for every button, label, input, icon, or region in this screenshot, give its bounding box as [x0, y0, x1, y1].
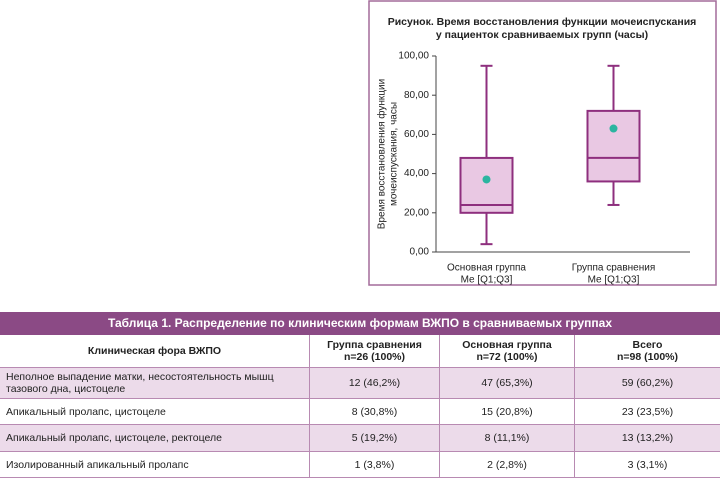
y-tick-label: 40,00 [404, 168, 429, 179]
header-text: Клиническая фора ВЖПО [87, 345, 222, 357]
cell-text: 8 (11,1%) [484, 432, 530, 444]
table-cell: 12 (46,2%) [310, 368, 440, 398]
table-row: Изолированный апикальный пролапс 1 (3,8%)… [0, 452, 720, 478]
table: Таблица 1. Распределение по клиническим … [0, 312, 720, 478]
y-axis-label: Время восстановления функции [376, 79, 388, 229]
table-cell: 13 (13,2%) [575, 425, 720, 451]
figure-frame [368, 0, 717, 286]
table-cell: 59 (60,2%) [575, 368, 720, 398]
table-cell: 1 (3,8%) [310, 452, 440, 477]
mean-dot [482, 175, 491, 184]
header-text: Основная группа [462, 339, 552, 351]
table-cell: Апикальный пролапс, цистоцеле [0, 399, 310, 424]
cell-text: 13 (13,2%) [621, 432, 674, 444]
header-text: n=72 (100%) [476, 351, 538, 363]
header-cell: Основная группа n=72 (100%) [440, 335, 575, 367]
table-cell: 47 (65,3%) [440, 368, 575, 398]
header-row: Клиническая фора ВЖПО Группа сравнения n=2… [0, 335, 720, 368]
cell-text: 23 (23,5%) [621, 405, 674, 418]
chart-title: Рисунок. Время восстановления функции мо… [388, 16, 697, 28]
mean-dot [609, 124, 618, 133]
x-tick-note: Me [Q1;Q3] [588, 275, 640, 286]
x-tick-note: Me [Q1;Q3] [461, 275, 513, 286]
table-cell: Апикальный пролапс, цистоцеле, ректоцеле [0, 425, 310, 451]
cell-text: 12 (46,2%) [348, 377, 401, 389]
chart-title: у пациенток сравниваемых групп (часы) [436, 29, 648, 41]
table-cell: Неполное выпадение матки, несостоятельно… [0, 368, 310, 398]
y-tick-label: 60,00 [404, 129, 429, 140]
cell-text: Апикальный пролапс, цистоцеле, ректоцеле [6, 432, 222, 444]
cell-text: 47 (65,3%) [481, 377, 533, 389]
y-tick-label: 100,00 [398, 51, 429, 62]
header-text: n=26 (100%) [344, 351, 405, 363]
header-text: Группа сравнения [327, 339, 422, 351]
header-text: Всего [632, 339, 663, 351]
cell-text: 1 (3,8%) [354, 458, 395, 471]
table-cell: Изолированный апикальный пролапс [0, 452, 310, 477]
cell-text: 5 (19,2%) [351, 432, 398, 444]
header-text: n=98 (100%) [617, 351, 678, 363]
table-cell: 8 (11,1%) [440, 425, 575, 451]
cell-text: 3 (3,1%) [627, 458, 668, 471]
table-cell: 8 (30,8%) [310, 399, 440, 424]
x-tick-label: Группа сравнения [572, 263, 656, 274]
y-tick-label: 20,00 [404, 207, 429, 218]
box [459, 156, 514, 214]
table-cell: 2 (2,8%) [440, 452, 575, 477]
box [586, 109, 641, 183]
cell-text: 59 (60,2%) [621, 377, 674, 389]
table-row: Апикальный пролапс, цистоцеле, ректоцеле… [0, 425, 720, 452]
table-cell: 3 (3,1%) [575, 452, 720, 477]
table-cell: 5 (19,2%) [310, 425, 440, 451]
cell-text: 8 (30,8%) [351, 405, 398, 418]
cell-text: Изолированный апикальный пролапс [6, 458, 189, 471]
header-cell: Всего n=98 (100%) [575, 335, 720, 367]
x-tick-label: Основная группа [447, 263, 526, 274]
y-tick-label: 80,00 [404, 90, 429, 101]
table-cell: 15 (20,8%) [440, 399, 575, 424]
y-tick-label: 0,00 [410, 247, 430, 258]
cell-text: Апикальный пролапс, цистоцеле [6, 405, 166, 418]
table-row: Неполное выпадение матки, несостоятельно… [0, 368, 720, 399]
cell-text: 2 (2,8%) [487, 458, 527, 471]
cell-text: 15 (20,8%) [481, 405, 533, 418]
cell-text: Неполное выпадение матки, несостоятельно… [6, 371, 274, 395]
y-axis-label: мочеиспускания, часы [389, 102, 400, 206]
header-cell: Группа сравнения n=26 (100%) [310, 335, 440, 367]
table-cell: 23 (23,5%) [575, 399, 720, 424]
header-cell: Клиническая фора ВЖПО [0, 335, 310, 367]
table-row: Апикальный пролапс, цистоцеле 8 (30,8%) 15… [0, 399, 720, 425]
figure: Рисунок. Время восстановления функции мо… [368, 0, 717, 286]
table-title: Таблица 1. Распределение по клиническим … [0, 312, 720, 335]
